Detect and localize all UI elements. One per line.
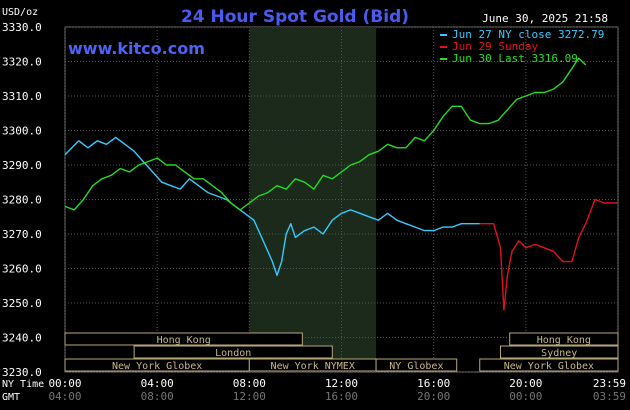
x-axis: 00:0004:0004:0008:0008:0012:0012:0016:00… [48,377,626,403]
gmt-tick-label: 20:00 [417,390,450,403]
x-row-label-gmt: GMT [2,392,20,403]
watermark: www.kitco.com [68,39,205,58]
gmt-tick-label: 08:00 [141,390,174,403]
y-tick-label: 3250.0 [2,297,42,310]
series-line-2 [64,57,587,211]
series-line-1 [479,198,618,311]
legend: Jun 27 NY close 3272.79 Jun 29 Sunday Ju… [440,28,604,65]
gmt-tick-label: 04:00 [48,390,81,403]
session-label: Hong Kong [157,335,211,346]
gmt-tick-label: 00:00 [509,390,542,403]
session-box [509,332,619,346]
y-tick-label: 3330.0 [2,21,42,34]
y-tick-label: 3230.0 [2,366,42,379]
session-label: New York NYMEX [271,361,355,372]
grid-lines [64,26,619,373]
session-label: London [215,348,251,359]
legend-jun30: Jun 30 Last 3316.09 [452,52,578,65]
x-tick-label: 23:59 [593,377,626,390]
legend-jun27: Jun 27 NY close 3272.79 [452,28,604,41]
session-box [375,358,458,372]
series-line-0 [64,136,480,277]
x-tick-label: 12:00 [325,377,358,390]
price-lines [64,57,618,311]
unit-label: USD/oz [2,7,38,18]
y-tick-label: 3320.0 [2,56,42,69]
legend-jun29: Jun 29 Sunday [452,40,538,53]
session-label: NY Globex [389,361,443,372]
gmt-tick-label: 03:59 [593,390,626,403]
y-tick-label: 3240.0 [2,332,42,345]
y-tick-label: 3290.0 [2,159,42,172]
market-sessions: Hong Kong Hong Kong London Sydney New York G… [64,332,619,372]
x-tick-label: 16:00 [417,377,450,390]
y-tick-label: 3280.0 [2,194,42,207]
x-tick-label: 04:00 [141,377,174,390]
session-box [479,358,619,372]
session-box [64,332,303,346]
legend-swatch-jun29 [440,46,447,48]
x-tick-label: 20:00 [509,377,542,390]
x-tick-label: 08:00 [233,377,266,390]
nymex-shaded-region [249,27,377,372]
x-row-label-nytime: NY Time [2,379,44,390]
session-box [499,345,619,359]
legend-swatch-jun27 [440,34,447,36]
y-axis: 3330.0 3320.0 3310.0 3300.0 3290.0 3280.0 3270… [2,21,42,379]
session-label: Hong Kong [537,335,591,346]
chart-title: 24 Hour Spot Gold (Bid) [181,7,409,27]
y-tick-label: 3270.0 [2,228,42,241]
gmt-tick-label: 16:00 [325,390,358,403]
session-box [133,345,333,359]
y-tick-label: 3260.0 [2,263,42,276]
y-tick-label: 3310.0 [2,90,42,103]
session-label: Sydney [541,348,577,359]
session-label: New York Globex [504,361,594,372]
legend-swatch-jun30 [440,58,447,60]
y-tick-label: 3300.0 [2,125,42,138]
gmt-tick-label: 12:00 [233,390,266,403]
x-tick-label: 00:00 [48,377,81,390]
timestamp: June 30, 2025 21:58 [482,12,608,25]
session-label: New York Globex [112,361,202,372]
